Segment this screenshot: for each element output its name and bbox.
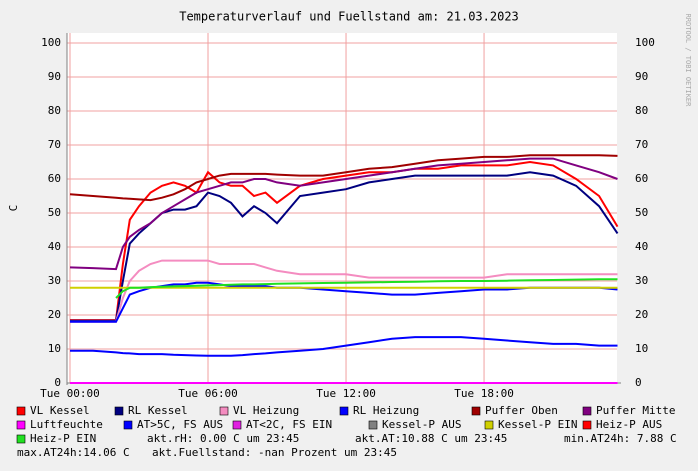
y-tick-label: 40 (48, 240, 61, 253)
y2-tick-label: 20 (635, 308, 648, 321)
legend-label: RL Heizung (353, 404, 419, 417)
legend-label: Puffer Mitte (596, 404, 675, 417)
series-line (70, 259, 618, 323)
legend-swatch (339, 406, 349, 416)
x-tick-label: Tue 00:00 (40, 387, 100, 400)
legend-swatch (114, 406, 124, 416)
y2-tick-label: 10 (635, 342, 648, 355)
y2-tick-label: 0 (635, 376, 642, 389)
chart-title: Temperaturverlauf und Fuellstand am: 21.… (179, 10, 519, 24)
y-axis-label: C (7, 205, 20, 212)
series-line (70, 281, 618, 323)
legend-label: VL Heizung (233, 404, 299, 417)
legend-swatch (368, 420, 378, 430)
annotation: min.AT24h: 7.88 C (564, 432, 677, 445)
legend-swatch (16, 406, 26, 416)
legend-label: AT<2C, FS EIN (246, 418, 332, 431)
y2-tick-label: 50 (635, 206, 648, 219)
legend-label: Heiz-P EIN (30, 432, 96, 445)
y-tick-label: 70 (48, 138, 61, 151)
series-line (70, 336, 618, 357)
legend-label: Luftfeuchte (30, 418, 103, 431)
y-tick-label: 0 (54, 376, 61, 389)
series-line (69, 154, 618, 202)
legend-label: AT>5C, FS AUS (137, 418, 223, 431)
watermark: RRDTOOL / TOBI OETIKER (684, 14, 692, 108)
plot-area (67, 33, 617, 383)
y2-tick-label: 60 (635, 172, 648, 185)
legend-swatch (582, 406, 592, 416)
series-line (70, 160, 619, 322)
legend-label: VL Kessel (30, 404, 90, 417)
y-tick-label: 20 (48, 308, 61, 321)
legend-label: Kessel-P EIN (498, 418, 577, 431)
series-line (69, 157, 618, 271)
y2-tick-label: 70 (635, 138, 648, 151)
legend-label: Kessel-P AUS (382, 418, 461, 431)
series-line (70, 171, 619, 322)
legend-label: Puffer Oben (485, 404, 558, 417)
y2-tick-label: 40 (635, 240, 648, 253)
annotation: akt.rH: 0.00 C um 23:45 (147, 432, 299, 445)
y2-tick-label: 90 (635, 70, 648, 83)
y2-tick-label: 100 (635, 36, 655, 49)
x-tick-label: Tue 18:00 (454, 387, 514, 400)
y2-tick-label: 30 (635, 274, 648, 287)
y-tick-label: 100 (41, 36, 61, 49)
y-tick-label: 10 (48, 342, 61, 355)
legend-swatch (232, 420, 242, 430)
y-tick-label: 80 (48, 104, 61, 117)
y-tick-label: 90 (48, 70, 61, 83)
y-tick-label: 60 (48, 172, 61, 185)
legend-swatch (16, 434, 26, 444)
legend-label: Heiz-P AUS (596, 418, 662, 431)
legend-swatch (471, 406, 481, 416)
legend-swatch (16, 420, 26, 430)
legend-label: RL Kessel (128, 404, 188, 417)
legend-swatch (219, 406, 229, 416)
annotation: akt.Fuellstand: -nan Prozent um 23:45 (152, 446, 397, 459)
legend-swatch (123, 420, 133, 430)
legend-swatch (582, 420, 592, 430)
legend-swatch (484, 420, 494, 430)
annotation: max.AT24h:14.06 C (17, 446, 130, 459)
y-tick-label: 50 (48, 206, 61, 219)
y2-tick-label: 80 (635, 104, 648, 117)
series-line (115, 278, 618, 299)
y-tick-label: 30 (48, 274, 61, 287)
x-tick-label: Tue 12:00 (316, 387, 376, 400)
x-tick-label: Tue 06:00 (178, 387, 238, 400)
annotation: akt.AT:10.88 C um 23:45 (355, 432, 507, 445)
